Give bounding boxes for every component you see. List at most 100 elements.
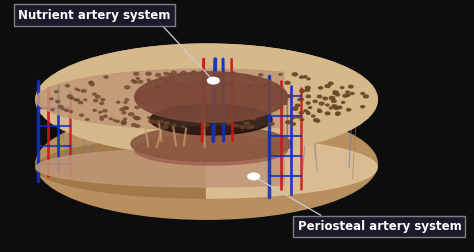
Circle shape [155,74,161,76]
Circle shape [307,78,310,80]
Circle shape [206,124,209,126]
Circle shape [122,120,126,123]
Circle shape [55,100,60,103]
Circle shape [231,72,235,74]
Circle shape [208,75,211,77]
Circle shape [205,78,210,80]
Circle shape [153,120,158,123]
Circle shape [336,112,340,115]
Circle shape [90,83,94,86]
Circle shape [90,83,94,86]
Circle shape [77,89,80,91]
Circle shape [207,80,210,82]
Circle shape [171,71,176,74]
Circle shape [84,99,87,101]
Circle shape [259,74,263,76]
Circle shape [61,108,64,110]
Circle shape [292,123,295,125]
Circle shape [162,126,167,129]
Circle shape [124,102,127,103]
Circle shape [349,85,353,88]
Circle shape [329,97,335,100]
Circle shape [193,73,196,75]
Circle shape [149,120,154,123]
Circle shape [211,83,215,85]
Circle shape [260,84,264,85]
Circle shape [351,92,354,94]
Circle shape [319,102,324,105]
Circle shape [86,119,89,120]
Circle shape [148,117,150,118]
Circle shape [334,107,338,109]
Circle shape [325,85,330,87]
Circle shape [364,95,368,98]
Circle shape [222,73,227,76]
Circle shape [259,74,263,76]
Circle shape [99,111,102,113]
Circle shape [171,71,176,74]
Circle shape [304,110,307,112]
Circle shape [155,85,159,87]
Circle shape [94,100,98,102]
Circle shape [136,125,140,127]
Circle shape [361,106,365,108]
Circle shape [135,117,140,120]
Circle shape [288,95,292,97]
Circle shape [319,102,324,105]
Circle shape [306,111,309,113]
Circle shape [311,115,315,117]
Circle shape [251,117,256,119]
Circle shape [319,87,323,89]
Circle shape [336,91,338,93]
Circle shape [155,85,161,88]
Circle shape [269,123,273,125]
Circle shape [346,91,349,93]
Circle shape [65,109,68,111]
Circle shape [215,76,220,78]
Circle shape [250,117,254,119]
Circle shape [313,100,317,102]
Circle shape [245,122,247,124]
Circle shape [146,72,151,75]
Circle shape [134,117,139,119]
Circle shape [316,120,319,122]
Circle shape [316,120,319,122]
Circle shape [271,123,274,124]
Circle shape [323,97,328,100]
Circle shape [240,126,245,129]
Circle shape [278,106,282,108]
Circle shape [263,83,267,86]
Circle shape [134,72,139,75]
Circle shape [131,123,137,127]
Circle shape [181,71,186,74]
Circle shape [82,90,86,92]
Circle shape [84,99,87,101]
Circle shape [279,74,282,75]
Circle shape [95,96,100,98]
Circle shape [333,91,337,93]
Circle shape [136,77,139,79]
Circle shape [237,118,240,120]
Circle shape [306,88,309,90]
Circle shape [121,121,126,124]
Circle shape [241,119,244,121]
Circle shape [195,120,200,123]
Circle shape [325,112,330,115]
Circle shape [217,74,220,77]
Circle shape [131,80,135,82]
Circle shape [164,72,169,75]
Circle shape [116,120,119,122]
Circle shape [296,116,300,118]
Circle shape [227,122,230,124]
Circle shape [50,98,53,100]
Circle shape [309,107,311,108]
Circle shape [125,99,128,101]
Circle shape [231,72,235,74]
Circle shape [191,71,195,73]
Circle shape [250,125,255,128]
Circle shape [318,109,321,111]
Circle shape [227,121,231,124]
Circle shape [245,122,250,125]
Circle shape [306,95,310,98]
Circle shape [300,76,303,78]
